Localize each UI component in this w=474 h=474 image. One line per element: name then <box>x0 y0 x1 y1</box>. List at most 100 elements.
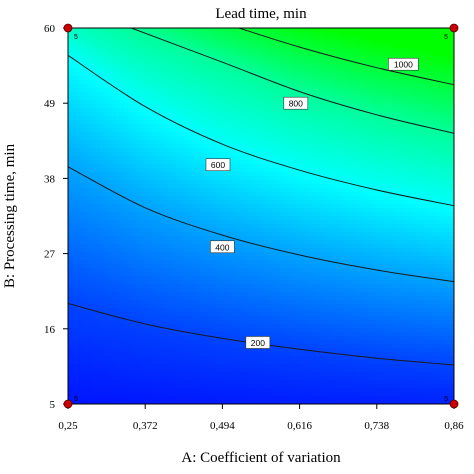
heat-cell <box>392 136 397 141</box>
heat-cell <box>152 160 157 165</box>
heat-cell <box>92 216 97 221</box>
heat-cell <box>132 48 137 53</box>
heat-cell <box>156 72 161 77</box>
heat-cell <box>180 32 185 37</box>
heat-cell <box>220 56 225 61</box>
heat-cell <box>296 116 301 121</box>
heat-cell <box>444 64 449 69</box>
heat-cell <box>332 192 337 197</box>
heat-cell <box>280 156 285 161</box>
heat-cell <box>260 44 265 49</box>
heat-cell <box>336 44 341 49</box>
heat-cell <box>252 28 257 33</box>
heat-cell <box>228 200 233 205</box>
heat-cell <box>168 152 173 157</box>
heat-cell <box>264 160 269 165</box>
heat-cell <box>284 116 289 121</box>
heat-cell <box>108 164 113 169</box>
heat-cell <box>264 188 269 193</box>
heat-cell <box>248 52 253 57</box>
heat-cell <box>152 176 157 181</box>
heat-cell <box>172 52 177 57</box>
heat-cell <box>328 160 333 165</box>
heat-cell <box>312 44 317 49</box>
heat-cell <box>204 140 209 145</box>
heat-cell <box>332 44 337 49</box>
heat-cell <box>448 136 453 141</box>
heat-cell <box>172 108 177 113</box>
heat-cell <box>160 64 165 69</box>
heat-cell <box>176 100 181 105</box>
heat-cell <box>272 192 277 197</box>
heat-cell <box>356 36 361 41</box>
heat-cell <box>276 68 281 73</box>
heat-cell <box>304 60 309 65</box>
heat-cell <box>220 36 225 41</box>
heat-cell <box>192 60 197 65</box>
heat-cell <box>220 104 225 109</box>
heat-cell <box>88 124 93 129</box>
heat-cell <box>92 48 97 53</box>
heat-cell <box>340 192 345 197</box>
heat-cell <box>124 88 129 93</box>
heat-cell <box>200 120 205 125</box>
heat-cell <box>292 52 297 57</box>
heat-cell <box>212 104 217 109</box>
heat-cell <box>88 168 93 173</box>
heat-cell <box>84 68 89 73</box>
heat-cell <box>192 148 197 153</box>
heat-cell <box>328 28 333 33</box>
heat-cell <box>252 160 257 165</box>
heat-cell <box>192 32 197 37</box>
heat-cell <box>192 168 197 173</box>
heat-cell <box>188 156 193 161</box>
heat-cell <box>352 68 357 73</box>
heat-cell <box>400 208 405 213</box>
heat-cell <box>196 172 201 177</box>
heat-cell <box>332 36 337 41</box>
heat-cell <box>336 136 341 141</box>
heat-cell <box>324 196 329 201</box>
heat-cell <box>68 52 73 57</box>
heat-cell <box>156 176 161 181</box>
heat-cell <box>80 144 85 149</box>
heat-cell <box>100 80 105 85</box>
heat-cell <box>368 164 373 169</box>
heat-cell <box>196 100 201 105</box>
heat-cell <box>200 204 205 209</box>
heat-cell <box>288 112 293 117</box>
heat-cell <box>384 52 389 57</box>
heat-cell <box>108 192 113 197</box>
heat-cell <box>160 116 165 121</box>
heat-cell <box>68 196 73 201</box>
heat-cell <box>408 176 413 181</box>
heat-cell <box>272 96 277 101</box>
heat-cell <box>344 84 349 89</box>
heat-cell <box>144 112 149 117</box>
heat-cell <box>408 40 413 45</box>
heat-cell <box>72 164 77 169</box>
heat-cell <box>116 212 121 217</box>
heat-cell <box>196 52 201 57</box>
heat-cell <box>372 128 377 133</box>
heat-cell <box>212 196 217 201</box>
heat-cell <box>184 148 189 153</box>
heat-cell <box>212 112 217 117</box>
heat-cell <box>312 36 317 41</box>
heat-cell <box>96 52 101 57</box>
heat-cell <box>308 136 313 141</box>
heat-cell <box>68 84 73 89</box>
heat-cell <box>344 92 349 97</box>
heat-cell <box>280 72 285 77</box>
heat-cell <box>76 108 81 113</box>
heat-cell <box>208 120 213 125</box>
heat-cell <box>248 92 253 97</box>
heat-cell <box>276 180 281 185</box>
heat-cell <box>448 104 453 109</box>
heat-cell <box>128 96 133 101</box>
heat-cell <box>152 152 157 157</box>
heat-cell <box>316 228 321 233</box>
heat-cell <box>368 192 373 197</box>
heat-cell <box>80 232 85 237</box>
heat-cell <box>248 156 253 161</box>
